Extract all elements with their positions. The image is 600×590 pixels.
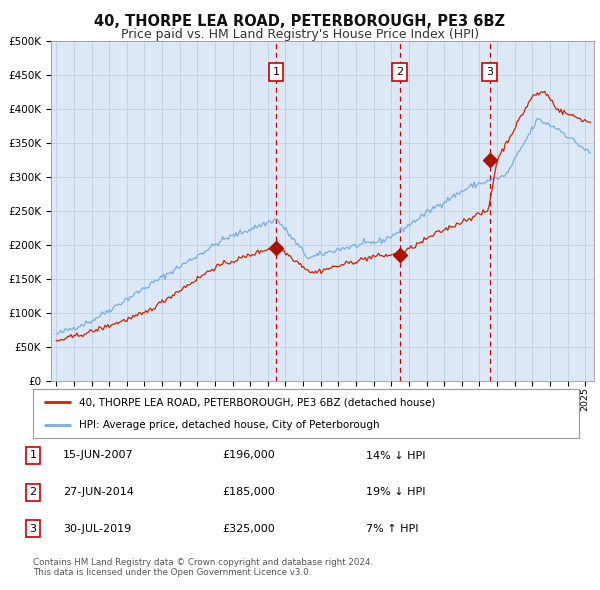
Text: 1: 1 — [272, 67, 280, 77]
Text: £196,000: £196,000 — [222, 451, 275, 460]
Text: £185,000: £185,000 — [222, 487, 275, 497]
Text: 30-JUL-2019: 30-JUL-2019 — [63, 524, 131, 533]
Text: 19% ↓ HPI: 19% ↓ HPI — [366, 487, 425, 497]
Text: £325,000: £325,000 — [222, 524, 275, 533]
Text: 40, THORPE LEA ROAD, PETERBOROUGH, PE3 6BZ (detached house): 40, THORPE LEA ROAD, PETERBOROUGH, PE3 6… — [79, 398, 436, 408]
Text: 2: 2 — [397, 67, 403, 77]
Text: Price paid vs. HM Land Registry's House Price Index (HPI): Price paid vs. HM Land Registry's House … — [121, 28, 479, 41]
Text: 1: 1 — [29, 451, 37, 460]
Text: 27-JUN-2014: 27-JUN-2014 — [63, 487, 134, 497]
Text: 3: 3 — [29, 524, 37, 533]
Text: Contains HM Land Registry data © Crown copyright and database right 2024.
This d: Contains HM Land Registry data © Crown c… — [33, 558, 373, 577]
Text: 15-JUN-2007: 15-JUN-2007 — [63, 451, 134, 460]
Text: 40, THORPE LEA ROAD, PETERBOROUGH, PE3 6BZ: 40, THORPE LEA ROAD, PETERBOROUGH, PE3 6… — [95, 14, 505, 29]
Text: 2: 2 — [29, 487, 37, 497]
Text: HPI: Average price, detached house, City of Peterborough: HPI: Average price, detached house, City… — [79, 419, 380, 430]
Text: 14% ↓ HPI: 14% ↓ HPI — [366, 451, 425, 460]
Text: 7% ↑ HPI: 7% ↑ HPI — [366, 524, 419, 533]
Text: 3: 3 — [486, 67, 493, 77]
